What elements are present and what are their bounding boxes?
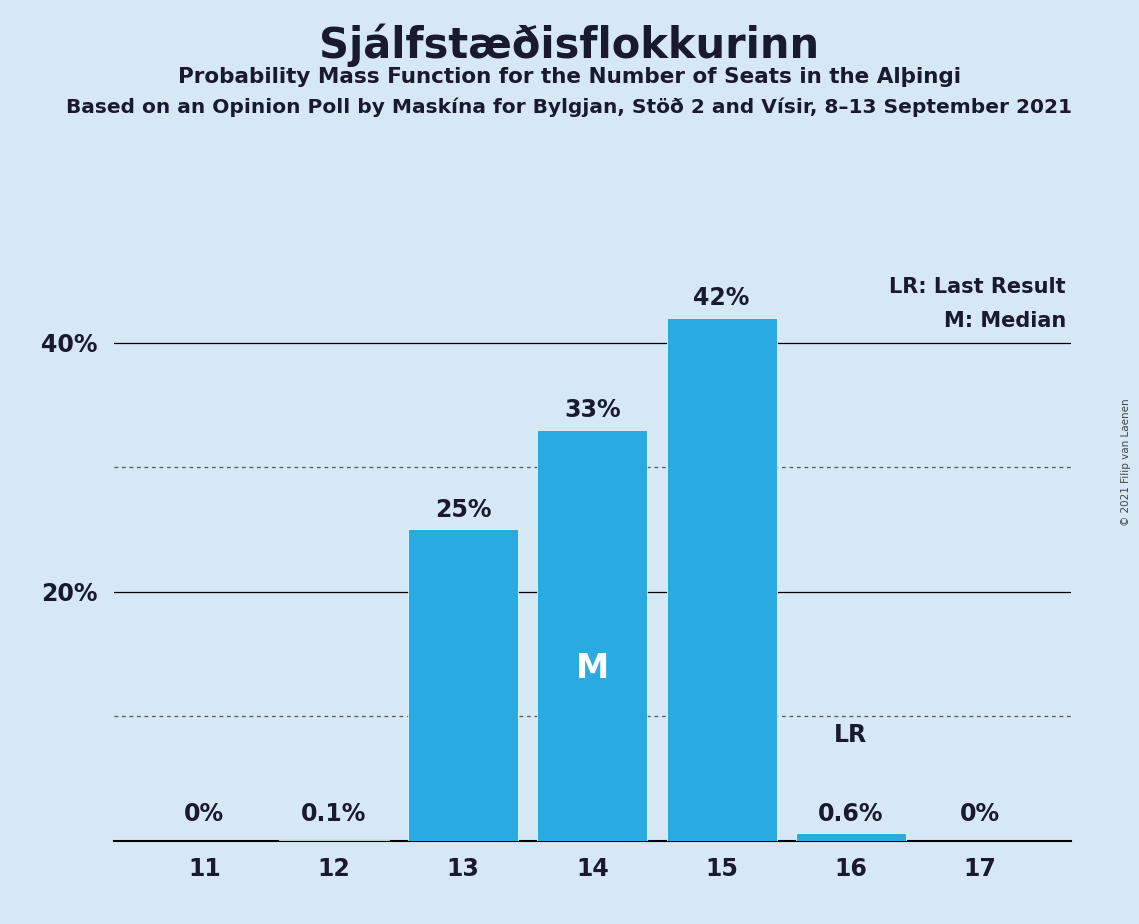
Text: Sjálfstæðisflokkurinn: Sjálfstæðisflokkurinn xyxy=(319,23,820,67)
Bar xyxy=(796,833,906,841)
Bar xyxy=(279,840,388,841)
Text: 0.1%: 0.1% xyxy=(301,802,367,826)
Bar xyxy=(408,529,518,841)
Text: 0.6%: 0.6% xyxy=(818,802,884,826)
Text: LR: Last Result: LR: Last Result xyxy=(890,276,1066,297)
Text: © 2021 Filip van Laenen: © 2021 Filip van Laenen xyxy=(1121,398,1131,526)
Bar xyxy=(666,318,777,841)
Text: Based on an Opinion Poll by Maskína for Bylgjan, Stöð 2 and Vísir, 8–13 Septembe: Based on an Opinion Poll by Maskína for … xyxy=(66,97,1073,116)
Text: 42%: 42% xyxy=(694,286,749,310)
Text: LR: LR xyxy=(834,723,868,748)
Text: M: Median: M: Median xyxy=(943,310,1066,331)
Text: 33%: 33% xyxy=(564,398,621,422)
Text: Probability Mass Function for the Number of Seats in the Alþingi: Probability Mass Function for the Number… xyxy=(178,67,961,87)
Text: 0%: 0% xyxy=(185,802,224,826)
Bar xyxy=(538,430,647,841)
Text: 25%: 25% xyxy=(435,498,491,522)
Text: M: M xyxy=(575,651,609,685)
Text: 0%: 0% xyxy=(960,802,1000,826)
